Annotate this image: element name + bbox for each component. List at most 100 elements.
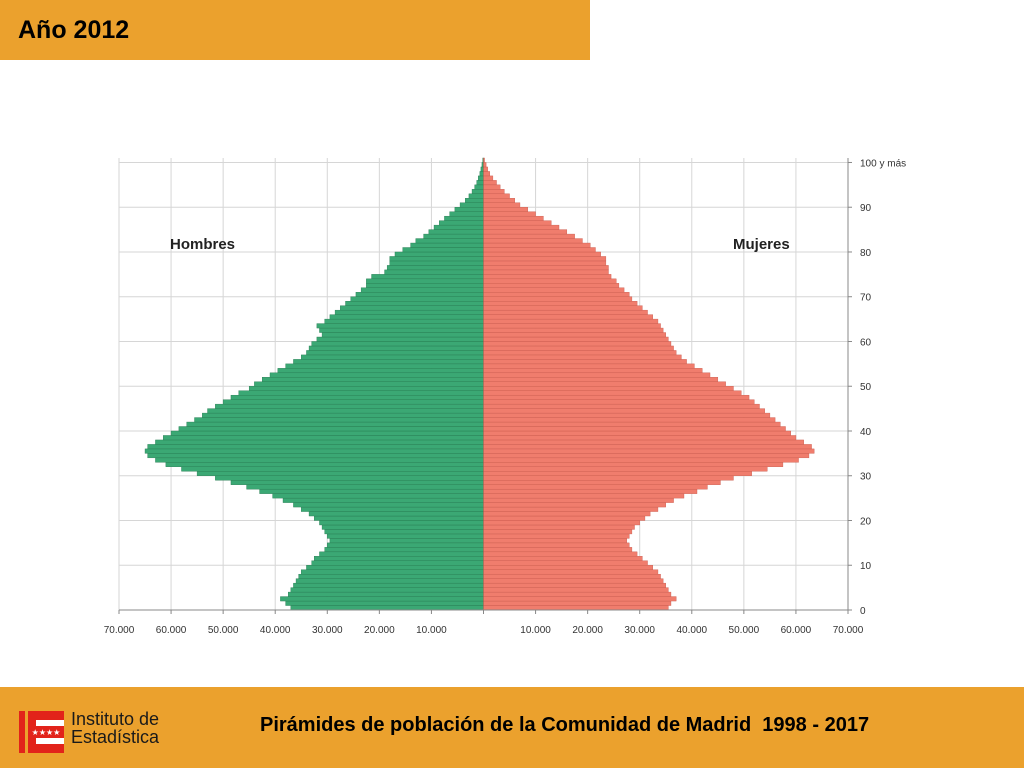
bar-mujeres-age-84 [483,229,568,235]
bar-hombres-age-15 [329,538,484,544]
bar-mujeres-age-36 [483,444,812,450]
bar-hombres-age-99 [481,162,484,168]
bar-hombres-age-29 [215,475,484,481]
bar-mujeres-age-34 [483,453,810,459]
bar-mujeres-age-49 [483,386,734,391]
bar-hombres-age-94 [474,184,484,190]
bar-hombres-age-30 [196,471,484,476]
y-tick-label: 100 y más [860,158,906,169]
bar-hombres-age-96 [478,175,484,181]
bar-hombres-age-84 [428,229,484,235]
bar-hombres-age-64 [324,318,484,324]
bar-mujeres-age-7 [483,573,661,579]
bar-mujeres-age-13 [483,547,633,553]
bar-hombres-age-38 [163,435,484,441]
logo-text-line1: Instituto de [71,709,160,729]
population-pyramid-chart: 70.000 60.000 50.000 40.000 30.000 20.000 10.0… [104,157,906,636]
footer-title: Pirámides de población de la Comunidad d… [260,714,870,736]
bar-mujeres-age-77 [483,260,607,266]
bar-mujeres-age-46 [483,399,755,405]
bar-hombres-age-67 [340,305,484,311]
bar-mujeres-age-73 [483,278,617,284]
bar-mujeres-age-4 [483,587,669,593]
bar-hombres-age-5 [293,582,484,588]
bar-hombres-age-78 [389,256,484,262]
bar-mujeres-age-31 [483,466,768,472]
bar-hombres-age-61 [321,332,484,338]
title-bar: Año 2012 [0,0,590,60]
bar-mujeres-age-39 [483,430,791,436]
bar-mujeres-age-99 [483,162,487,168]
bar-mujeres-age-62 [483,327,664,333]
bar-mujeres-age-33 [483,457,799,463]
bar-mujeres-age-87 [483,215,544,221]
x-tick-label: 50.000 [729,625,760,636]
bar-mujeres-age-8 [483,569,659,575]
bar-mujeres-age-25 [483,493,685,499]
bar-hombres-age-79 [394,251,484,257]
x-tick-label: 40.000 [676,625,707,636]
bar-hombres-age-41 [186,421,484,427]
x-tick-label: 10.000 [520,625,551,636]
bar-hombres-age-65 [329,314,484,320]
bar-mujeres-age-26 [483,488,698,494]
bar-hombres-age-43 [202,412,484,418]
slide-title: Año 2012 [18,16,130,44]
bar-hombres-age-54 [285,363,484,369]
bar-hombres-age-48 [238,390,484,396]
bar-hombres-age-2 [280,596,484,602]
bar-mujeres-age-70 [483,292,630,297]
bar-hombres-age-3 [288,591,484,597]
bar-hombres-age-27 [246,484,484,490]
bar-mujeres-age-83 [483,233,575,239]
bar-hombres-age-17 [324,529,484,535]
bar-mujeres-age-59 [483,341,672,347]
bars [144,157,815,611]
bar-hombres-age-44 [207,408,484,414]
bar-hombres-age-1 [285,600,484,606]
bar-mujeres-age-53 [483,368,703,374]
bar-mujeres-age-20 [483,515,646,521]
svg-text:★★★★: ★★★★ [32,728,61,737]
bar-hombres-age-13 [324,547,484,553]
bar-hombres-age-82 [415,238,484,244]
bar-mujeres-age-96 [483,175,494,181]
bar-mujeres-age-28 [483,480,721,485]
bar-mujeres-age-94 [483,184,501,190]
bar-hombres-age-42 [194,417,484,423]
bar-mujeres-age-74 [483,274,612,280]
bar-hombres-age-55 [293,359,484,365]
bar-hombres-age-85 [433,224,484,230]
bar-mujeres-age-9 [483,565,653,570]
bar-hombres-age-58 [308,345,484,351]
x-tick-label: 70.000 [104,625,135,636]
bar-mujeres-age-68 [483,301,638,306]
bar-mujeres-age-92 [483,193,510,199]
bar-mujeres-age-24 [483,497,674,503]
footer-bar: ★★★★ Instituto de Estadística Pirámides … [0,687,1024,768]
y-tick-label: 50 [860,382,872,393]
bar-mujeres-age-75 [483,269,609,275]
bar-mujeres-age-12 [483,551,638,557]
y-tick-label: 40 [860,427,872,438]
x-tick-label: 40.000 [260,625,291,636]
y-tick-label: 70 [860,293,872,304]
bar-mujeres-age-71 [483,287,625,293]
bar-hombres-age-77 [389,260,484,266]
y-tick-label: 20 [860,516,872,527]
bar-hombres-age-10 [311,560,484,566]
bar-hombres-age-4 [290,587,484,593]
bar-mujeres-age-15 [483,538,627,544]
bar-hombres-age-87 [444,215,484,221]
bar-mujeres-age-69 [483,296,633,302]
bar-hombres-age-59 [311,341,484,347]
bar-hombres-age-22 [301,506,484,512]
bar-mujeres-age-14 [483,542,630,548]
x-tick-label: 20.000 [572,625,603,636]
x-tick-label: 50.000 [208,625,239,636]
bar-hombres-age-8 [301,569,484,575]
bar-mujeres-age-81 [483,242,591,248]
bar-hombres-age-25 [272,493,484,499]
bar-mujeres-age-47 [483,394,750,400]
bar-hombres-age-21 [308,511,484,517]
